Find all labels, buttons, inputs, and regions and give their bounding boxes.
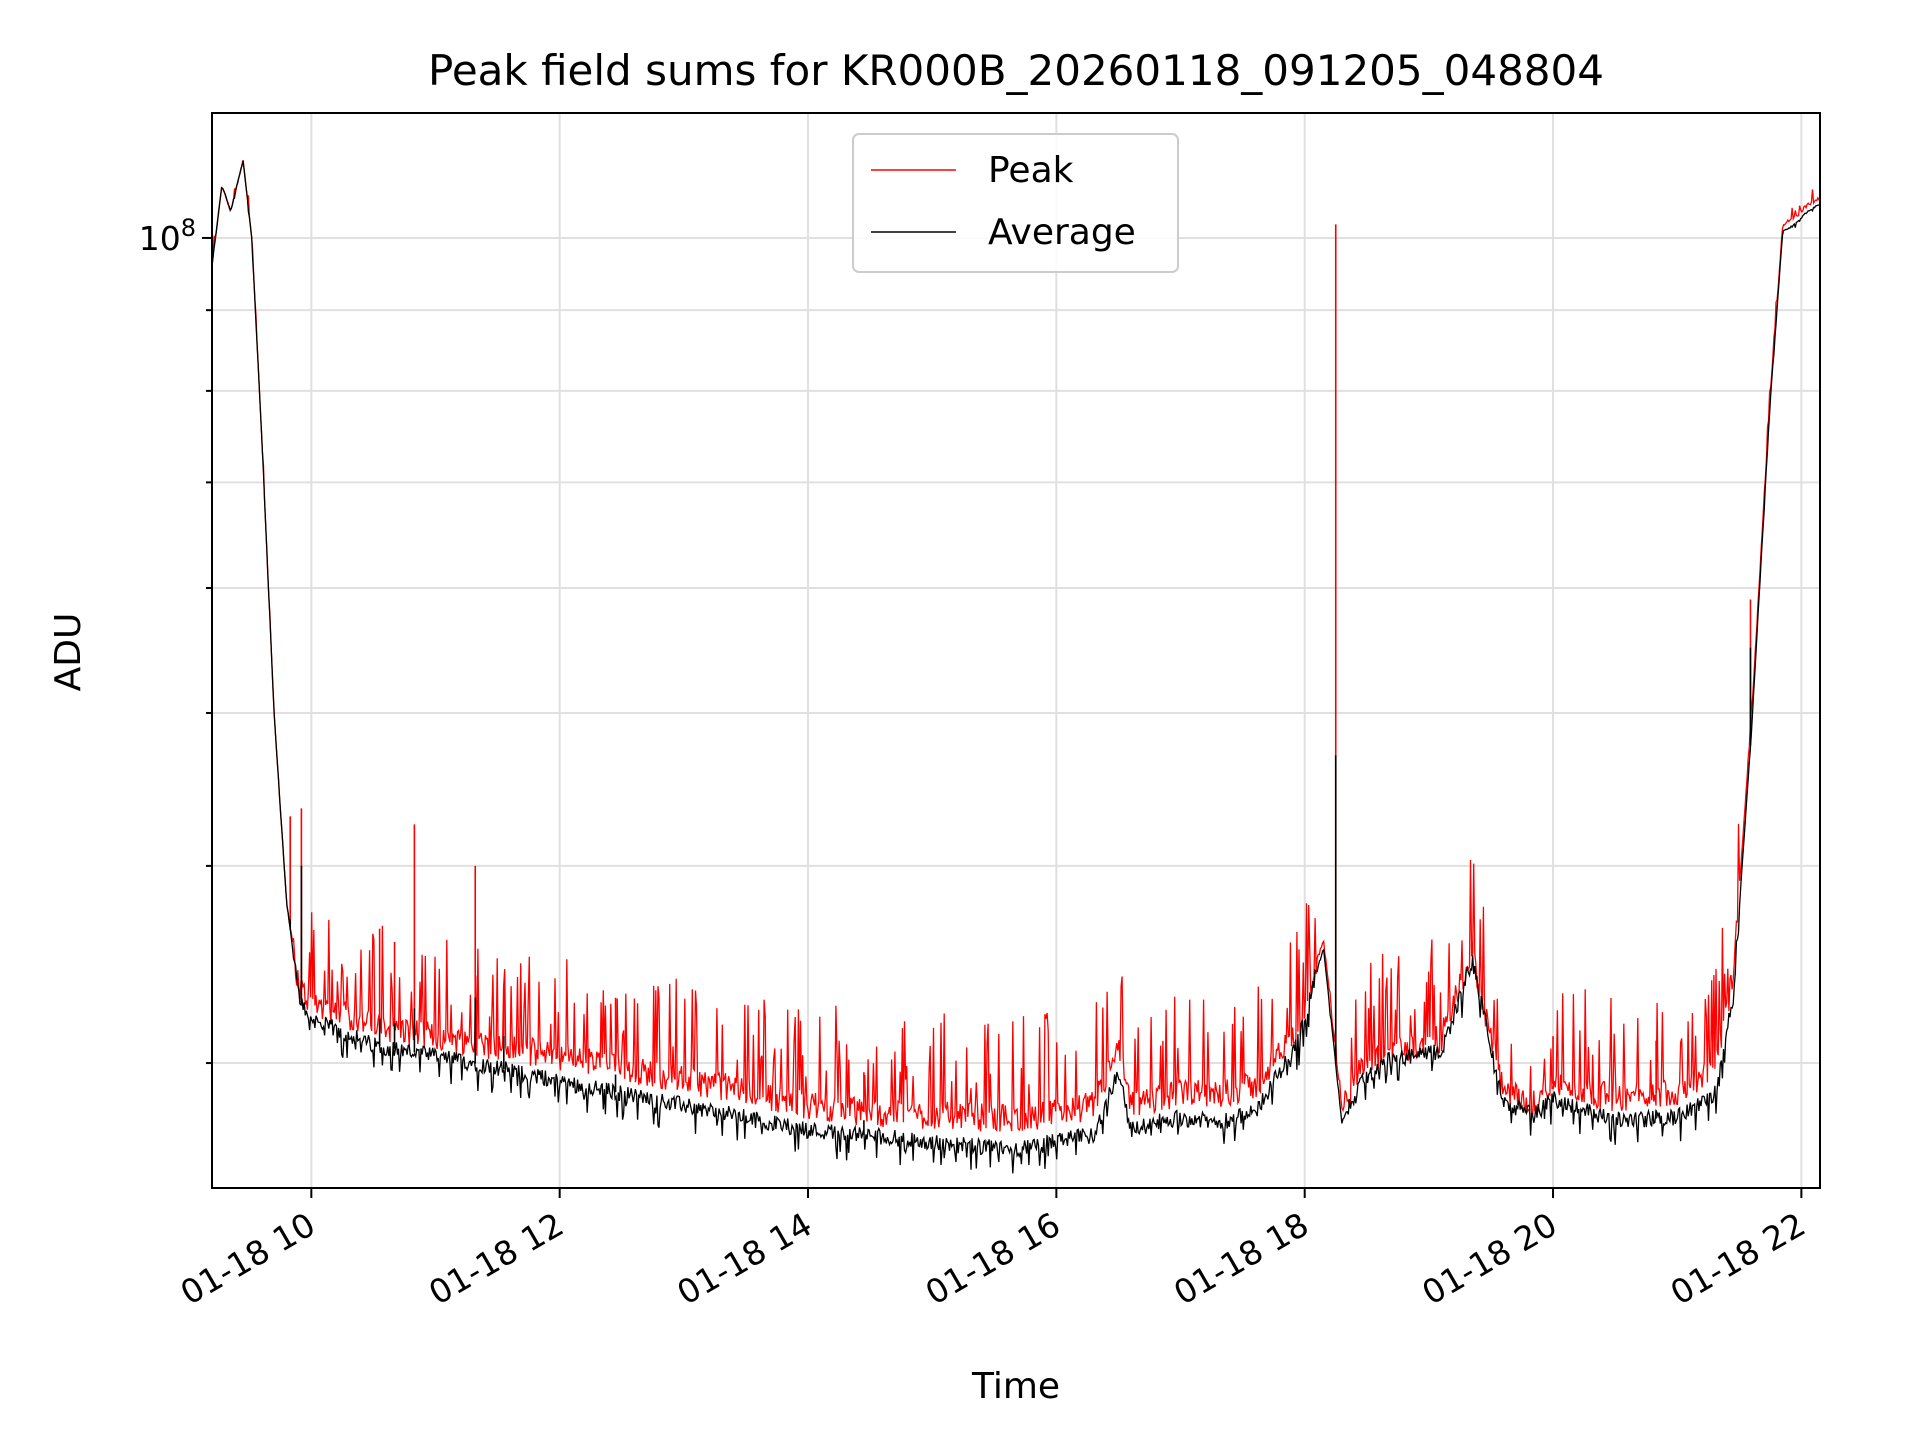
- legend: Peak Average: [852, 133, 1179, 273]
- legend-peak-label: Peak: [988, 150, 1074, 191]
- x-axis-label: Time: [971, 1366, 1060, 1407]
- series-peak-line: [212, 159, 1820, 1132]
- legend-average-label: Average: [988, 212, 1136, 253]
- chart-title: Peak field sums for KR000B_20260118_0912…: [428, 46, 1604, 95]
- plot-frame: [211, 112, 1821, 1189]
- series-average-line: [212, 160, 1820, 1174]
- y-axis-label: ADU: [48, 613, 89, 692]
- legend-box: [852, 133, 1179, 273]
- y-tick-label: 108: [139, 214, 196, 258]
- series-layer: [212, 159, 1820, 1174]
